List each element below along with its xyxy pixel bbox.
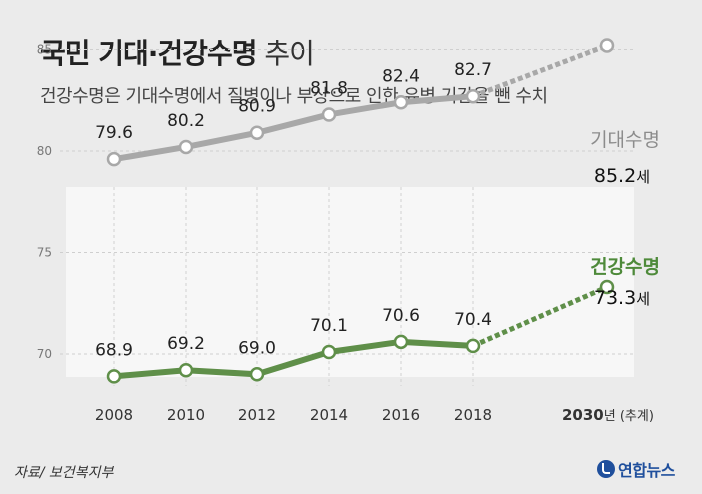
end-value-label: 85.2세	[594, 165, 650, 187]
y-tick-label: 75	[37, 246, 52, 260]
series-line-1	[111, 338, 476, 380]
data-label: 69.2	[167, 334, 205, 354]
data-label: 70.4	[454, 310, 492, 330]
x-tick-label: 2012	[238, 406, 276, 424]
data-label: 70.6	[382, 306, 420, 326]
series-name-label: 기대수명	[590, 129, 660, 151]
source-note: 자료/ 보건복지부	[14, 465, 114, 481]
y-tick-label: 80	[37, 144, 52, 158]
y-tick-label: 85	[37, 43, 52, 57]
page-title: 국민 기대·건강수명 추이	[40, 32, 315, 72]
x-tick-label-2030: 2030년 (추계)	[562, 406, 654, 424]
data-point	[249, 125, 265, 140]
data-point	[599, 38, 615, 53]
data-point	[106, 369, 122, 384]
data-label: 80.2	[167, 111, 205, 131]
data-point	[106, 151, 122, 167]
yonhap-logo: 연합뉴스	[597, 457, 675, 481]
data-point	[321, 344, 337, 360]
x-tick-label: 2008	[95, 406, 133, 424]
x-tick-label: 2014	[310, 406, 348, 424]
end-unit: 세	[636, 168, 650, 186]
yonhap-logo-icon	[597, 460, 615, 478]
data-point	[178, 362, 194, 378]
data-label: 81.8	[310, 78, 348, 98]
data-label: 79.6	[95, 123, 133, 143]
data-label: 82.4	[382, 66, 420, 86]
series-line-0	[111, 93, 476, 163]
series-name-label: 건강수명	[590, 256, 660, 278]
end-value: 73.3	[594, 287, 636, 309]
x-last-suffix: 년 (추계)	[604, 409, 654, 424]
end-value-label: 73.3세	[594, 287, 650, 309]
data-label: 80.9	[238, 97, 276, 117]
x-last-year: 2030	[562, 406, 604, 424]
end-value: 85.2	[594, 165, 636, 187]
end-unit: 세	[636, 290, 650, 308]
title-sub: 추이	[264, 37, 315, 70]
data-point	[465, 338, 481, 354]
logo-text: 연합뉴스	[618, 461, 675, 480]
y-tick-label: 70	[37, 347, 52, 361]
series-projection-0	[472, 43, 608, 99]
data-label: 68.9	[95, 340, 133, 360]
data-label: 70.1	[310, 316, 348, 336]
data-point	[393, 334, 409, 350]
title-main: 국민 기대·건강수명	[40, 37, 257, 70]
series-projection-1	[471, 284, 609, 349]
data-label: 69.0	[238, 338, 276, 358]
data-point	[465, 88, 481, 104]
data-label: 82.7	[454, 60, 492, 80]
x-tick-label: 2016	[382, 406, 420, 424]
x-tick-label: 2010	[167, 406, 205, 424]
data-point	[393, 95, 409, 110]
data-point	[178, 139, 194, 155]
data-point	[249, 367, 265, 382]
x-tick-label: 2018	[454, 406, 492, 424]
data-point	[599, 279, 615, 295]
data-point	[321, 107, 337, 122]
plot-band	[66, 187, 634, 377]
